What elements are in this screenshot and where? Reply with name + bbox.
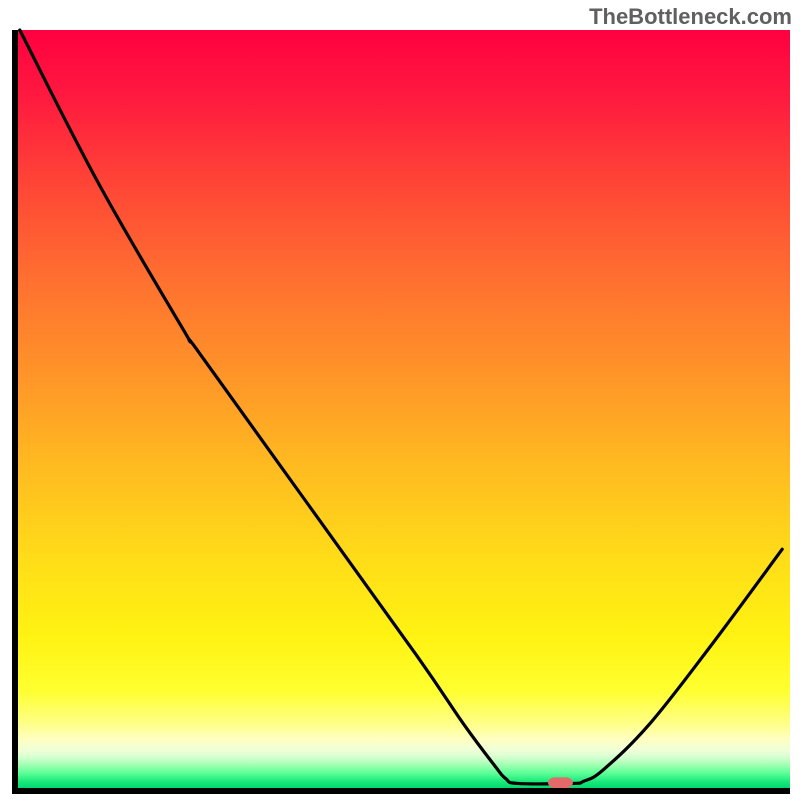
gradient-background: [12, 30, 790, 788]
bottleneck-curve: [20, 30, 782, 784]
y-axis: [12, 30, 18, 794]
optimal-marker: [548, 777, 573, 788]
x-axis: [12, 788, 790, 794]
chart-svg: [0, 0, 800, 800]
chart-root: TheBottleneck.com: [0, 0, 800, 800]
watermark-text: TheBottleneck.com: [589, 4, 792, 30]
